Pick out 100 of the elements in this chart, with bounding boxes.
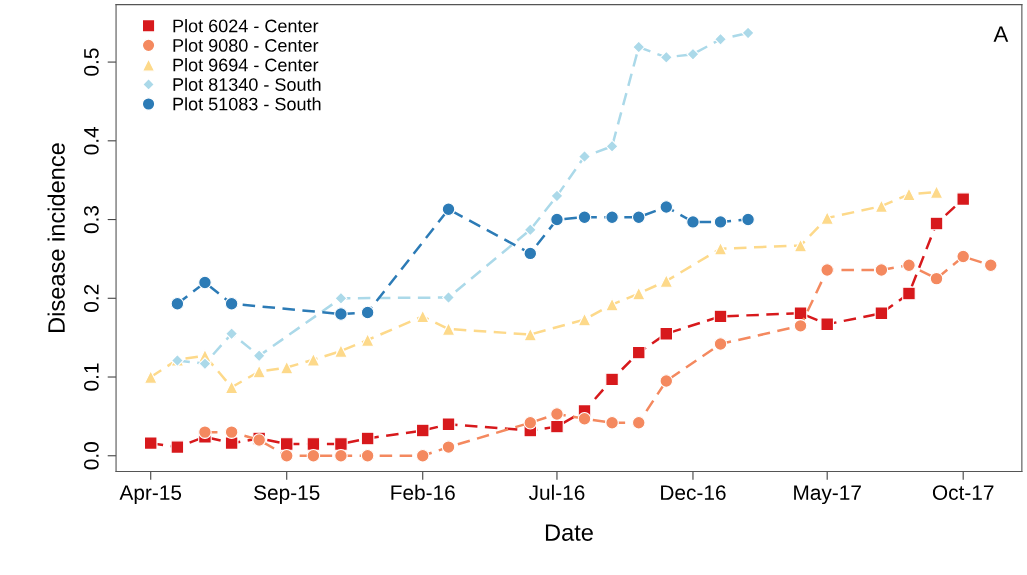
point bbox=[442, 291, 455, 304]
point bbox=[631, 345, 646, 360]
x-tick-label: Jul-16 bbox=[528, 484, 585, 500]
point bbox=[741, 26, 755, 40]
point bbox=[793, 238, 808, 253]
point bbox=[224, 425, 239, 439]
point bbox=[578, 150, 591, 164]
point bbox=[577, 411, 592, 426]
point bbox=[225, 327, 239, 341]
point bbox=[143, 370, 158, 384]
point bbox=[415, 309, 430, 324]
legend-label: Plot 9080 - Center bbox=[173, 38, 319, 52]
x-tick-label: Sep-15 bbox=[254, 485, 320, 505]
point bbox=[306, 448, 321, 463]
point bbox=[550, 419, 564, 434]
point bbox=[713, 309, 728, 324]
point bbox=[902, 187, 916, 202]
point bbox=[198, 425, 212, 439]
point bbox=[441, 322, 456, 336]
x-tick-label: Oct-17 bbox=[932, 485, 994, 500]
point bbox=[902, 286, 916, 301]
point bbox=[741, 212, 755, 227]
point bbox=[605, 415, 619, 430]
point bbox=[252, 349, 266, 363]
point bbox=[659, 326, 674, 341]
point bbox=[714, 32, 727, 46]
point bbox=[577, 210, 592, 224]
point bbox=[713, 215, 728, 229]
point bbox=[874, 263, 889, 277]
point bbox=[631, 415, 646, 430]
point bbox=[956, 249, 971, 264]
point bbox=[820, 211, 834, 225]
point bbox=[605, 297, 619, 312]
y-tick-label: 0.5 bbox=[83, 48, 99, 76]
point bbox=[306, 437, 321, 451]
point bbox=[550, 212, 564, 227]
legend-label: Plot 9694 - Center bbox=[173, 58, 319, 72]
y-tick-label: 0.1 bbox=[83, 363, 99, 391]
point bbox=[279, 437, 294, 451]
point bbox=[793, 319, 808, 333]
point bbox=[820, 263, 834, 277]
point bbox=[441, 202, 456, 217]
point bbox=[252, 364, 266, 379]
point bbox=[659, 50, 673, 64]
point bbox=[360, 333, 375, 347]
point bbox=[686, 47, 700, 61]
y-tick-label: 0.3 bbox=[83, 205, 99, 234]
x-axis-title: Date bbox=[545, 524, 593, 541]
point bbox=[334, 448, 348, 463]
legend-label: Plot 51083 - South bbox=[173, 97, 321, 111]
y-tick-label: 0.4 bbox=[83, 126, 99, 155]
point bbox=[631, 210, 646, 224]
point bbox=[143, 436, 158, 450]
point bbox=[523, 327, 538, 342]
point bbox=[198, 275, 212, 290]
point bbox=[279, 360, 294, 375]
point bbox=[605, 372, 619, 387]
point bbox=[577, 312, 592, 327]
point bbox=[360, 305, 375, 320]
point bbox=[659, 274, 674, 288]
point bbox=[334, 437, 348, 451]
point bbox=[659, 374, 674, 388]
x-tick-label: May-17 bbox=[794, 485, 861, 505]
point bbox=[198, 357, 212, 371]
annotation: A bbox=[993, 26, 1009, 42]
y-tick-label: 0.2 bbox=[83, 284, 99, 312]
point bbox=[631, 286, 646, 301]
point bbox=[279, 448, 294, 463]
y-axis-title: Disease incidence bbox=[47, 143, 65, 332]
y-tick-label: 0.0 bbox=[83, 442, 99, 470]
point bbox=[523, 246, 538, 261]
x-tick-label: Dec-16 bbox=[661, 485, 726, 500]
point bbox=[874, 306, 889, 321]
point bbox=[550, 189, 564, 203]
point bbox=[929, 216, 944, 231]
point bbox=[415, 423, 430, 438]
point bbox=[360, 448, 375, 463]
point bbox=[334, 291, 348, 305]
point bbox=[605, 139, 619, 153]
point bbox=[360, 431, 375, 446]
point bbox=[415, 448, 430, 463]
point bbox=[793, 306, 808, 321]
point bbox=[686, 215, 700, 229]
point bbox=[550, 407, 564, 421]
point bbox=[820, 317, 834, 332]
x-tick-label: Apr-15 bbox=[119, 485, 182, 505]
point bbox=[224, 380, 239, 395]
point bbox=[334, 307, 348, 321]
point bbox=[632, 40, 646, 54]
point bbox=[441, 440, 456, 454]
point bbox=[170, 440, 185, 454]
legend-label: Plot 6024 - Center bbox=[173, 19, 319, 33]
point bbox=[170, 296, 185, 311]
point bbox=[929, 185, 944, 199]
point bbox=[929, 271, 944, 286]
point bbox=[441, 417, 456, 432]
point bbox=[874, 199, 889, 213]
point bbox=[956, 192, 971, 206]
point bbox=[659, 200, 674, 214]
point bbox=[523, 415, 538, 430]
